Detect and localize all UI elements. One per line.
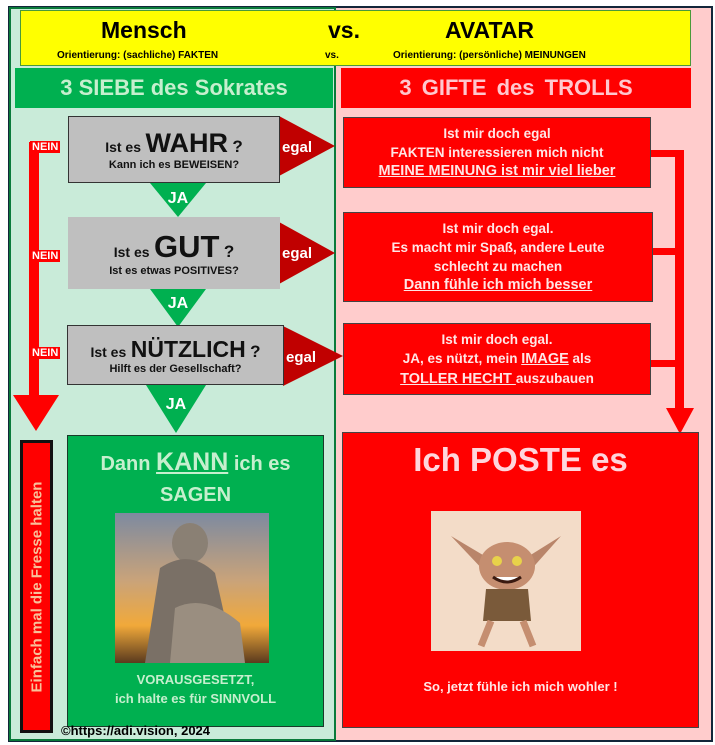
sieve-nuetzlich: Ist es NÜTZLICH ? Hilft es der Gesellsch… xyxy=(67,325,284,385)
sieve-word: NÜTZLICH xyxy=(130,335,246,362)
result-post-title: Ich POSTE es xyxy=(413,441,628,478)
result-sagen: SAGEN xyxy=(159,484,232,506)
header-banner: Mensch vs. AVATAR Orientierung: (sachlic… xyxy=(20,10,691,66)
header-vs-sub: vs. xyxy=(325,50,339,61)
ja-label: JA xyxy=(168,295,189,312)
poison-line: Ist mir doch egal. xyxy=(441,331,553,347)
egal-arrow: egal xyxy=(279,116,335,176)
nein-label: NEIN xyxy=(30,141,61,153)
poison-box: Ist mir doch egal FAKTEN interessieren m… xyxy=(343,117,651,188)
poison-box: Ist mir doch egal. Es macht mir Spaß, an… xyxy=(343,212,653,302)
header-right-sub: Orientierung: (persönliche) MEINUNGEN xyxy=(393,50,586,61)
left-title: 3 SIEBE des Sokrates xyxy=(15,68,333,108)
egal-arrow: egal xyxy=(279,222,335,284)
sieve-prefix: Ist es xyxy=(105,139,141,155)
result-pre: Dann xyxy=(100,453,151,475)
sieve-word: WAHR xyxy=(145,128,228,158)
poison-line: Dann fühle ich mich besser xyxy=(403,277,593,293)
poison-image-word: IMAGE xyxy=(521,350,569,367)
sieve-sub: Hilft es der Gesellschaft? xyxy=(109,362,242,375)
nein-arrow-shaft xyxy=(29,142,39,398)
silence-box: Einfach mal die Fresse halten xyxy=(20,440,53,733)
sieve-question-mark: ? xyxy=(223,242,235,261)
sieve-sub: Ist es etwas POSITIVES? xyxy=(109,265,239,277)
connector xyxy=(650,360,680,367)
result-post-footer: So, jetzt fühle ich mich wohler ! xyxy=(423,679,618,694)
ja-arrow: JA xyxy=(146,385,206,433)
connector-vertical xyxy=(675,150,684,412)
result-condition-1: VORAUSGESETZT, xyxy=(136,672,255,687)
goblin-image xyxy=(431,511,581,651)
egal-label: egal xyxy=(286,349,316,366)
sieve-gut: Ist es GUT ? Ist es etwas POSITIVES? xyxy=(68,217,280,289)
poison-line: Ist mir doch egal. xyxy=(442,221,554,236)
poison-line: Es macht mir Spaß, andere Leute xyxy=(391,240,605,255)
socrates-statue-image xyxy=(115,513,269,663)
poison-box: Ist mir doch egal. JA, es nützt, mein IM… xyxy=(343,323,651,395)
egal-arrow: egal xyxy=(283,326,343,386)
poison-line: als xyxy=(568,350,592,366)
result-box-left: Dann KANN ich es SAGEN VORAUSGESETZT, ic… xyxy=(67,435,324,727)
copyright: ©https://adi.vision, 2024 xyxy=(61,723,211,738)
poison-line: Ist mir doch egal xyxy=(443,126,551,141)
sieve-prefix: Ist es xyxy=(113,244,150,260)
header-right-title: AVATAR xyxy=(445,17,535,43)
ja-label: JA xyxy=(166,396,187,413)
silence-text: Einfach mal die Fresse halten xyxy=(28,481,45,692)
result-box-right: Ich POSTE es So, jetzt fühle ich mich wo… xyxy=(342,432,699,728)
nein-label: NEIN xyxy=(30,347,61,359)
poison-line: FAKTEN interessieren mich nicht xyxy=(390,145,604,160)
ja-arrow: JA xyxy=(150,183,206,217)
egal-label: egal xyxy=(282,139,312,156)
right-title: 3 GIFTE des TROLLS xyxy=(341,68,691,108)
sieve-wahr: Ist es WAHR ? Kann ich es BEWEISEN? xyxy=(68,116,280,183)
poison-toller-hecht: TOLLER HECHT xyxy=(400,370,516,387)
result-post: ich es xyxy=(233,453,291,475)
result-condition-2: ich halte es für SINNVOLL xyxy=(114,691,277,706)
connector xyxy=(650,150,680,157)
sieve-prefix: Ist es xyxy=(90,343,127,360)
sieve-word: GUT xyxy=(153,229,220,264)
sieve-question-mark: ? xyxy=(232,137,243,156)
sieve-question-mark: ? xyxy=(250,341,261,361)
egal-label: egal xyxy=(282,245,312,262)
result-headline: Dann KANN ich es xyxy=(68,448,323,477)
connector xyxy=(652,248,680,255)
nein-arrow-head xyxy=(13,395,59,431)
result-kann: KANN xyxy=(156,448,229,476)
sieve-sub: Kann ich es BEWEISEN? xyxy=(108,159,240,171)
header-vs: vs. xyxy=(328,17,360,43)
header-left-sub: Orientierung: (sachliche) FAKTEN xyxy=(57,50,219,61)
poison-line: JA, es nützt, mein xyxy=(402,350,522,366)
poison-line: schlecht zu machen xyxy=(433,259,563,274)
header-left-title: Mensch xyxy=(101,17,187,43)
nein-label: NEIN xyxy=(30,250,61,262)
poison-line: MEINE MEINUNG ist mir viel lieber xyxy=(378,163,616,179)
ja-arrow: JA xyxy=(150,289,206,327)
ja-label: JA xyxy=(168,190,189,207)
connector-arrow-head xyxy=(666,408,694,434)
poison-line: auszubauen xyxy=(515,370,594,386)
